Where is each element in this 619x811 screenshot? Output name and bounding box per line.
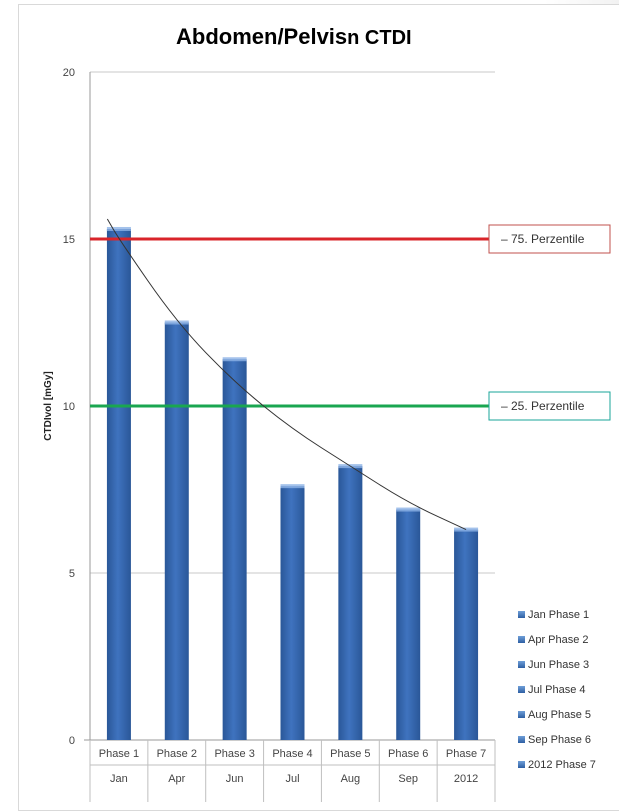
- reference-line-label: – 75. Perzentile: [501, 232, 585, 246]
- legend-label: Aug Phase 5: [528, 708, 591, 721]
- bar-top: [222, 357, 247, 362]
- legend-item: Jan Phase 1: [518, 602, 618, 627]
- bar: [338, 466, 363, 740]
- legend-swatch: [518, 711, 525, 718]
- x-subcategory-label: 2012: [454, 773, 478, 785]
- legend-label: Jan Phase 1: [528, 608, 590, 621]
- legend-item: Jul Phase 4: [518, 677, 618, 702]
- legend-label: Apr Phase 2: [528, 633, 589, 646]
- legend-swatch: [518, 736, 525, 743]
- legend-swatch: [518, 611, 525, 618]
- x-category-label: Phase 3: [214, 748, 254, 760]
- bar-top: [106, 226, 131, 231]
- bar-top: [164, 320, 189, 325]
- x-category-label: Phase 2: [157, 748, 197, 760]
- x-subcategory-label: Apr: [168, 773, 185, 785]
- legend-swatch: [518, 661, 525, 668]
- legend-item: 2012 Phase 7: [518, 752, 618, 777]
- bar: [106, 228, 131, 741]
- bar: [280, 486, 305, 740]
- legend-item: Aug Phase 5: [518, 702, 618, 727]
- legend-swatch: [518, 761, 525, 768]
- y-axis-label: CTDIvol [mGy]: [43, 371, 54, 440]
- trendline: [106, 218, 467, 531]
- bar: [164, 322, 189, 740]
- x-category-label: Phase 4: [272, 748, 312, 760]
- chart-title-suffix: n CTDI: [347, 27, 412, 49]
- chart-title-main: Abdomen/Pelvis: [176, 24, 348, 49]
- x-category-label: Phase 1: [99, 748, 139, 760]
- percentile-75-box: [488, 224, 611, 254]
- bar-top: [280, 484, 305, 489]
- x-subcategory-label: Jun: [226, 773, 244, 785]
- chart-legend: Jan Phase 1 Apr Phase 2 Jun Phase 3 Jul Pha…: [518, 602, 618, 777]
- legend-label: Sep Phase 6: [528, 733, 591, 746]
- bar-top: [396, 507, 421, 512]
- x-subcategory-label: Sep: [398, 773, 418, 785]
- legend-item: Apr Phase 2: [518, 627, 618, 652]
- x-category-label: Phase 7: [446, 748, 486, 760]
- x-subcategory-label: Jul: [285, 773, 299, 785]
- legend-swatch: [518, 686, 525, 693]
- y-tick-label: 20: [63, 67, 75, 79]
- reference-line-label: – 25. Perzentile: [501, 399, 585, 413]
- y-tick-label: 15: [63, 234, 75, 246]
- legend-label: Jun Phase 3: [528, 658, 590, 671]
- y-tick-label: 0: [69, 735, 75, 747]
- y-tick-label: 5: [69, 568, 75, 580]
- bar: [222, 359, 247, 740]
- legend-label: Jul Phase 4: [528, 683, 586, 696]
- bar: [454, 529, 479, 740]
- legend-item: Sep Phase 6: [518, 727, 618, 752]
- legend-label: 2012 Phase 7: [528, 758, 596, 771]
- legend-item: Jun Phase 3: [518, 652, 618, 677]
- chart-title: Abdomen/Pelvisn CTDI: [176, 24, 412, 50]
- percentile-25-box: [488, 391, 611, 421]
- x-subcategory-label: Aug: [341, 773, 361, 785]
- y-tick-label: 10: [63, 401, 75, 413]
- x-category-label: Phase 6: [388, 748, 428, 760]
- legend-swatch: [518, 636, 525, 643]
- x-category-label: Phase 5: [330, 748, 370, 760]
- bar: [396, 509, 421, 740]
- x-subcategory-label: Jan: [110, 773, 128, 785]
